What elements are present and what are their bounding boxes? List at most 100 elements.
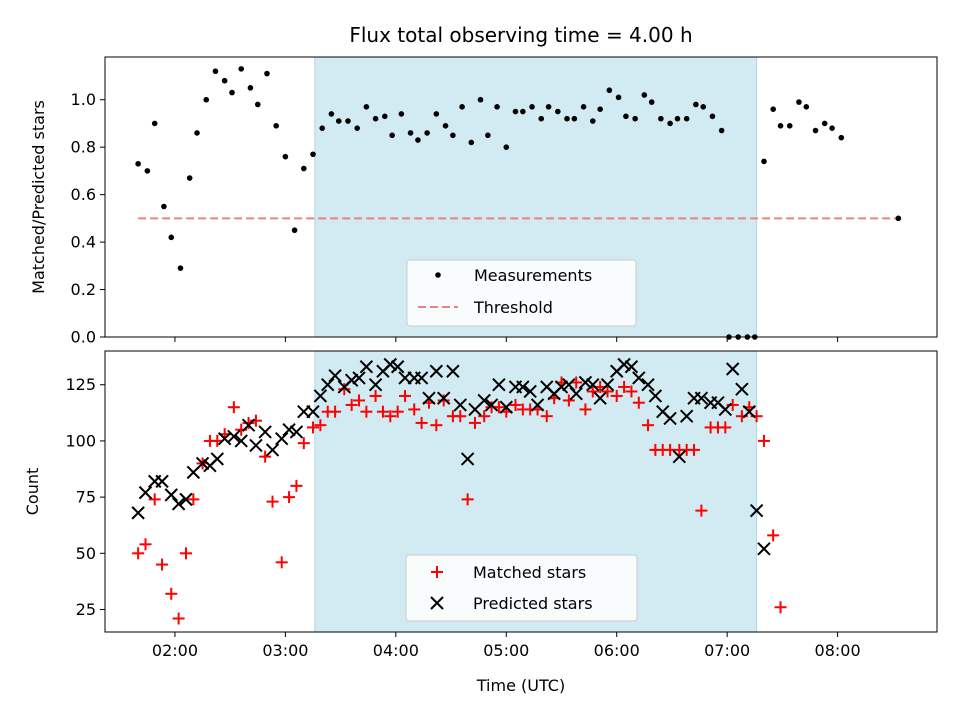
matched-star-point xyxy=(376,405,389,418)
matched-star-point xyxy=(579,403,592,416)
measurement-point xyxy=(641,92,648,98)
measurement-point xyxy=(229,89,235,96)
matched-star-point xyxy=(468,416,481,429)
measurement-point xyxy=(761,158,767,165)
measurement-point xyxy=(264,70,270,77)
y-tick-label: 75 xyxy=(76,488,96,507)
measurement-point xyxy=(151,120,158,127)
predicted-star-point xyxy=(569,387,583,401)
predicted-star-point xyxy=(131,506,145,520)
y-tick-label: 50 xyxy=(76,544,96,563)
matched-star-point xyxy=(369,389,382,402)
predicted-star-point xyxy=(164,488,178,502)
measurement-point xyxy=(709,113,716,120)
predicted-star-point xyxy=(742,404,756,419)
predicted-star-point xyxy=(718,402,733,417)
bottom-x-ticks: 02:00 03:00 04:00 05:00 06:00 07:00 08:00 xyxy=(152,632,861,660)
measurement-point xyxy=(433,111,440,117)
predicted-star-point xyxy=(306,404,320,419)
predicted-star-point xyxy=(344,373,359,387)
measurement-point xyxy=(571,115,578,122)
predicted-star-point xyxy=(672,449,687,464)
bottom-y-axis-label: Count xyxy=(23,468,42,516)
predicted-star-point xyxy=(282,422,296,437)
measurement-point xyxy=(693,101,699,108)
measurement-point xyxy=(186,175,193,181)
bottom-legend: Matched stars Predicted stars xyxy=(405,554,638,622)
measurement-point xyxy=(424,130,430,136)
measurement-point xyxy=(389,132,395,139)
predicted-star-point xyxy=(171,497,186,511)
matched-star-point xyxy=(187,493,200,506)
y-tick-label: 0.4 xyxy=(71,233,96,252)
top-panel: 0.0 0.2 0.4 0.6 0.8 1.0 Matched/Predicted sta… xyxy=(29,56,938,347)
y-tick-label: 0.6 xyxy=(71,185,96,204)
measurement-point xyxy=(291,227,298,234)
measurement-point xyxy=(468,139,475,146)
matched-star-point xyxy=(165,587,178,600)
matched-star-point xyxy=(275,556,288,569)
predicted-star-point xyxy=(265,443,280,457)
measurement-point xyxy=(718,127,725,134)
measurement-point xyxy=(485,132,491,139)
predicted-star-point xyxy=(530,398,545,412)
measurement-point xyxy=(700,104,707,110)
predicted-star-point xyxy=(725,362,740,376)
predicted-star-point xyxy=(593,391,607,405)
predicted-star-point xyxy=(562,378,576,392)
matched-star-point xyxy=(586,385,599,398)
predicted-star-point xyxy=(321,378,335,392)
top-y-axis-label: Matched/Predicted stars xyxy=(29,100,48,294)
predicted-star-point xyxy=(632,371,646,385)
matched-star-point xyxy=(430,419,443,432)
predicted-star-point xyxy=(179,492,193,507)
measurement-point xyxy=(606,87,613,94)
predicted-star-point xyxy=(679,409,694,423)
legend-matched-marker xyxy=(431,566,443,578)
measurement-point xyxy=(273,123,279,129)
measurement-point xyxy=(335,118,342,124)
measurement-point xyxy=(589,118,596,124)
x-tick-label: 03:00 xyxy=(262,641,308,660)
matched-star-point xyxy=(259,450,272,463)
matched-star-point xyxy=(353,394,366,407)
legend-matched-label: Matched stars xyxy=(473,563,586,582)
measurement-point xyxy=(683,115,690,122)
predicted-star-point xyxy=(499,400,513,414)
predicted-star-point xyxy=(422,391,436,405)
measurement-point xyxy=(254,101,261,108)
measurement-point xyxy=(503,144,510,150)
matched-star-point xyxy=(478,410,491,423)
predicted-star-points xyxy=(131,357,771,556)
predicted-star-point xyxy=(195,456,210,471)
predicted-star-point xyxy=(694,391,709,405)
measurement-point xyxy=(821,120,828,127)
y-tick-label: 0.0 xyxy=(71,328,96,347)
matched-star-point xyxy=(767,529,780,542)
predicted-star-point xyxy=(460,452,475,466)
measurement-point xyxy=(564,115,570,122)
measurement-point xyxy=(398,111,405,117)
matched-star-point xyxy=(307,421,319,434)
matched-star-point xyxy=(632,396,645,409)
matched-star-point xyxy=(132,547,145,560)
legend-measurements-marker xyxy=(435,272,441,278)
predicted-star-point xyxy=(249,438,263,453)
chart-title: Flux total observing time = 4.00 h xyxy=(349,23,692,47)
matched-star-point xyxy=(719,421,732,434)
measurement-point xyxy=(442,123,449,129)
predicted-star-point xyxy=(453,398,467,412)
measurement-point xyxy=(786,123,793,129)
predicted-star-point xyxy=(234,434,248,448)
y-tick-label: 1.0 xyxy=(71,90,96,109)
measurement-point xyxy=(796,99,802,105)
measurement-point xyxy=(345,118,351,124)
predicted-star-point xyxy=(617,357,631,372)
predicted-star-point xyxy=(436,391,451,405)
top-legend: Measurements Threshold xyxy=(406,259,637,327)
matched-star-point xyxy=(148,493,161,506)
predicted-star-point xyxy=(663,411,677,426)
measurement-point xyxy=(555,108,561,115)
predicted-star-point xyxy=(313,389,328,403)
matched-star-point xyxy=(625,385,638,398)
